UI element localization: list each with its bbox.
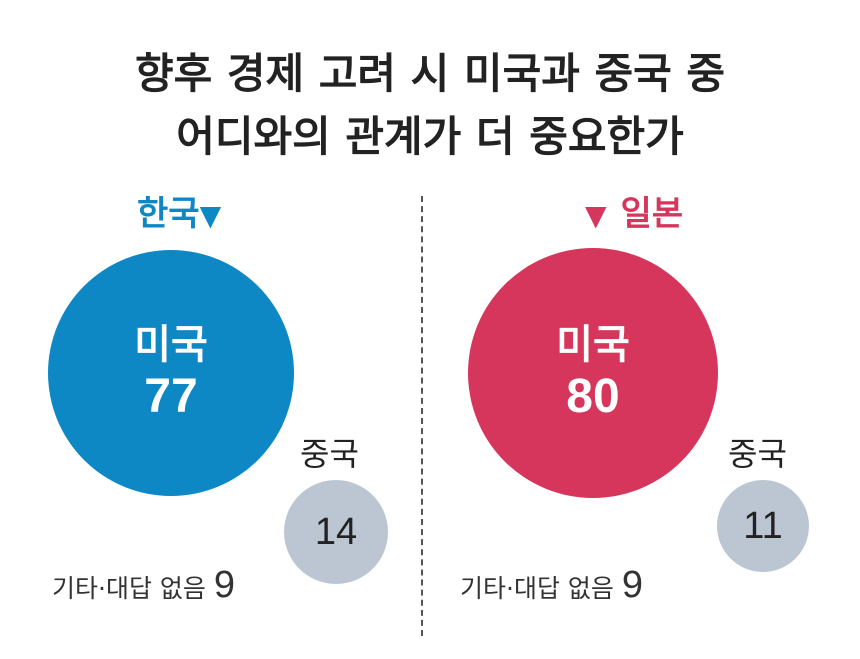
bubble-japan-china-value: 11 <box>743 504 783 547</box>
bubble-korea-us-value: 77 <box>144 370 198 423</box>
country-name-korea: 한국 <box>137 194 200 234</box>
country-name-japan: 일본 <box>620 194 684 234</box>
bubble-japan-us-value: 80 <box>566 370 620 423</box>
other-korea: 기타·대답 없음 9 <box>52 563 235 611</box>
bubble-japan-china: 11 <box>717 480 809 572</box>
country-label-japan: ▼ 일본 <box>585 192 683 238</box>
other-japan-value: 9 <box>621 564 644 606</box>
chart-title-line2: 어디와의 관계가 더 중요한가 <box>176 112 684 161</box>
triangle-down-icon: ▼ <box>199 199 222 232</box>
label-japan-china: 중국 <box>728 435 787 473</box>
chart-title-line1: 향후 경제 고려 시 미국과 중국 중 <box>134 49 726 98</box>
bubble-japan-us: 미국 80 <box>468 248 718 498</box>
other-japan: 기타·대답 없음 9 <box>460 563 643 611</box>
label-korea-china: 중국 <box>300 435 359 473</box>
panel-divider <box>421 196 423 636</box>
country-label-korea: 한국▼ <box>137 192 221 238</box>
bubble-korea-us-label: 미국 <box>134 322 208 368</box>
bubble-korea-china: 14 <box>284 480 388 584</box>
other-japan-label: 기타·대답 없음 <box>460 574 614 603</box>
bubble-korea-us: 미국 77 <box>48 250 294 496</box>
other-korea-label: 기타·대답 없음 <box>52 574 206 603</box>
bubble-japan-us-label: 미국 <box>556 322 630 368</box>
other-korea-value: 9 <box>213 564 236 606</box>
bubble-korea-china-value: 14 <box>314 510 358 553</box>
triangle-down-icon: ▼ <box>585 199 607 232</box>
